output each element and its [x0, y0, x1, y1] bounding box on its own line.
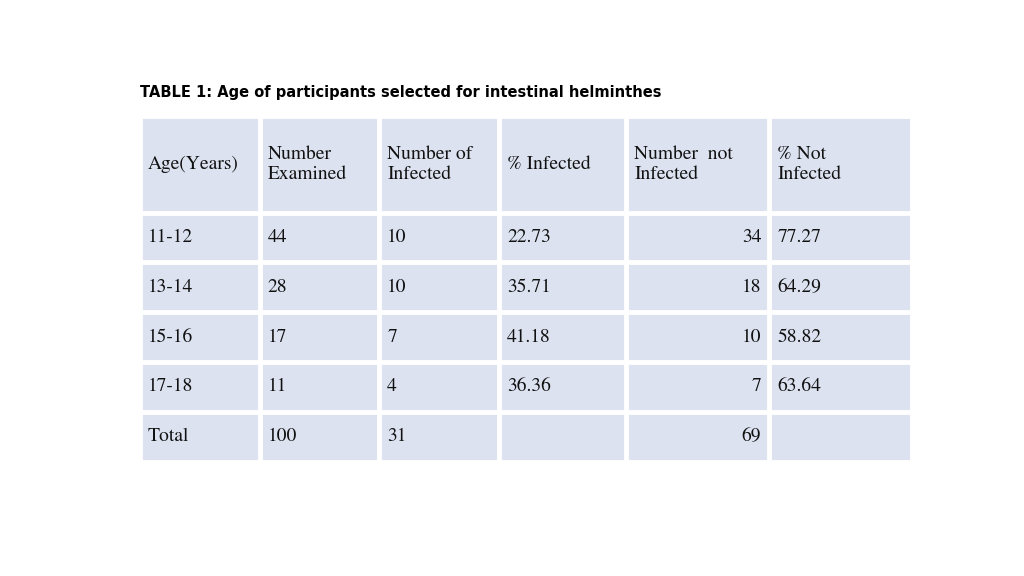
Text: 36.36: 36.36 [507, 378, 551, 396]
Text: 44: 44 [267, 229, 287, 246]
Bar [499, 213, 627, 263]
Text: 10: 10 [387, 229, 407, 246]
Text: 35.71: 35.71 [507, 279, 551, 296]
Text: 28: 28 [267, 279, 287, 296]
Text: 77.27: 77.27 [777, 229, 821, 246]
Text: Number
Examined: Number Examined [267, 146, 347, 183]
Bar [627, 116, 769, 213]
Text: 64.29: 64.29 [777, 279, 821, 296]
Text: 17-18: 17-18 [147, 378, 194, 396]
Bar [769, 312, 912, 362]
Bar [499, 362, 627, 412]
Text: Age(Years): Age(Years) [147, 156, 239, 173]
Bar [379, 362, 499, 412]
Text: Total: Total [147, 428, 189, 445]
Text: 22.73: 22.73 [507, 229, 551, 246]
Text: 10: 10 [387, 279, 407, 296]
Bar [140, 263, 260, 312]
Bar [769, 263, 912, 312]
Bar [379, 312, 499, 362]
Bar [499, 312, 627, 362]
Bar [499, 263, 627, 312]
Text: 10: 10 [741, 328, 761, 346]
Text: % Infected: % Infected [507, 156, 591, 173]
Bar [769, 412, 912, 461]
Text: 63.64: 63.64 [777, 378, 821, 396]
Text: 13-14: 13-14 [147, 279, 194, 296]
Bar [627, 362, 769, 412]
Bar [499, 116, 627, 213]
Text: 17: 17 [267, 328, 287, 346]
Text: 41.18: 41.18 [507, 328, 551, 346]
Bar [260, 312, 379, 362]
Text: 7: 7 [752, 378, 761, 396]
Bar [140, 213, 260, 263]
Bar [627, 263, 769, 312]
Text: 11: 11 [267, 378, 287, 396]
Text: 7: 7 [387, 328, 397, 346]
Text: 58.82: 58.82 [777, 328, 821, 346]
Text: 100: 100 [267, 428, 297, 445]
Text: 31: 31 [387, 428, 407, 445]
Text: Number  not
Infected: Number not Infected [634, 146, 733, 183]
Bar [140, 312, 260, 362]
Text: 18: 18 [741, 279, 761, 296]
Bar [140, 412, 260, 461]
Text: 15-16: 15-16 [147, 328, 194, 346]
Bar [379, 263, 499, 312]
Bar [260, 362, 379, 412]
Bar [499, 412, 627, 461]
Text: Number of
Infected: Number of Infected [387, 146, 472, 183]
Bar [627, 213, 769, 263]
Bar [769, 116, 912, 213]
Bar [260, 412, 379, 461]
Bar [260, 213, 379, 263]
Bar [769, 213, 912, 263]
Bar [379, 116, 499, 213]
Bar [260, 263, 379, 312]
Bar [627, 312, 769, 362]
Bar [627, 412, 769, 461]
Bar [769, 362, 912, 412]
Bar [379, 412, 499, 461]
Bar [140, 362, 260, 412]
Bar [379, 213, 499, 263]
Text: 11-12: 11-12 [147, 229, 193, 246]
Text: % Not
Infected: % Not Infected [777, 146, 841, 183]
Text: 4: 4 [387, 378, 397, 396]
Bar [140, 116, 260, 213]
Bar [260, 116, 379, 213]
Text: 34: 34 [741, 229, 761, 246]
Text: 69: 69 [741, 428, 761, 445]
Text: TABLE 1: Age of participants selected for intestinal helminthes: TABLE 1: Age of participants selected fo… [140, 85, 662, 100]
